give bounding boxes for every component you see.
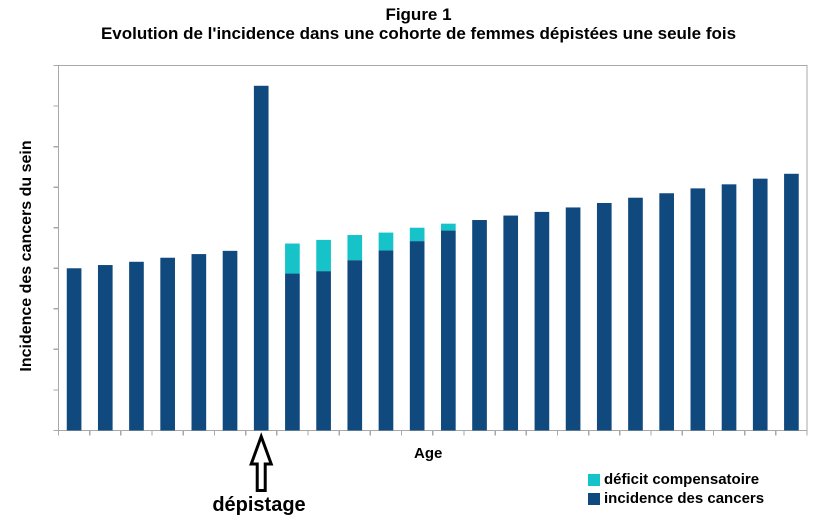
- legend: déficit compensatoire incidence des canc…: [588, 471, 765, 510]
- bar-incidence-2: [97, 265, 113, 431]
- bar-incidence-10: [347, 260, 363, 431]
- bar-incidence-3: [129, 261, 144, 431]
- bar-incidence-8: [285, 273, 300, 431]
- bar-incidence-23: [752, 178, 768, 431]
- bar-incidence-6: [222, 250, 238, 431]
- deficit-swatch-icon: [588, 473, 600, 486]
- bar-incidence-16: [534, 211, 550, 431]
- figure-subtitle: Evolution de l'incidence dans une cohort…: [100, 24, 737, 43]
- bar-incidence-11: [378, 250, 394, 431]
- bar-incidence-19: [628, 197, 643, 431]
- bar-incidence-4: [160, 257, 175, 431]
- bar-incidence-14: [472, 220, 487, 431]
- bar-deficit-12: [409, 227, 425, 242]
- legend-item-incidence: incidence des cancers: [588, 490, 765, 507]
- bar-deficit-9: [316, 239, 331, 272]
- bar-incidence-9: [316, 271, 331, 431]
- legend-item-deficit: déficit compensatoire: [588, 471, 764, 488]
- bar-deficit-8: [285, 243, 300, 274]
- legend-label-incidence: incidence des cancers: [604, 490, 765, 507]
- bar-incidence-24: [784, 173, 799, 431]
- bar-incidence-21: [690, 188, 706, 431]
- incidence-swatch-icon: [588, 492, 600, 505]
- bar-incidence-5: [191, 254, 207, 431]
- bar-incidence-12: [409, 241, 425, 431]
- bar-incidence-1: [66, 268, 82, 431]
- depistage-label: dépistage: [212, 494, 306, 516]
- bar-incidence-13: [441, 230, 456, 431]
- bar-incidence-7: [253, 85, 269, 431]
- bar-incidence-22: [721, 184, 737, 431]
- legend-label-deficit: déficit compensatoire: [604, 471, 760, 488]
- figure-title: Figure 1: [385, 5, 452, 24]
- bar-incidence-18: [596, 202, 612, 431]
- bar-incidence-15: [503, 215, 519, 431]
- bar-deficit-11: [378, 232, 394, 251]
- up-arrow-icon: [249, 432, 274, 492]
- bar-incidence-20: [659, 193, 674, 431]
- title-block: Figure 1 Evolution de l'incidence dans u…: [0, 5, 837, 43]
- bar-incidence-17: [565, 207, 581, 431]
- x-axis-label: Age: [414, 445, 443, 462]
- bar-deficit-13: [441, 223, 456, 231]
- bar-deficit-10: [347, 235, 363, 261]
